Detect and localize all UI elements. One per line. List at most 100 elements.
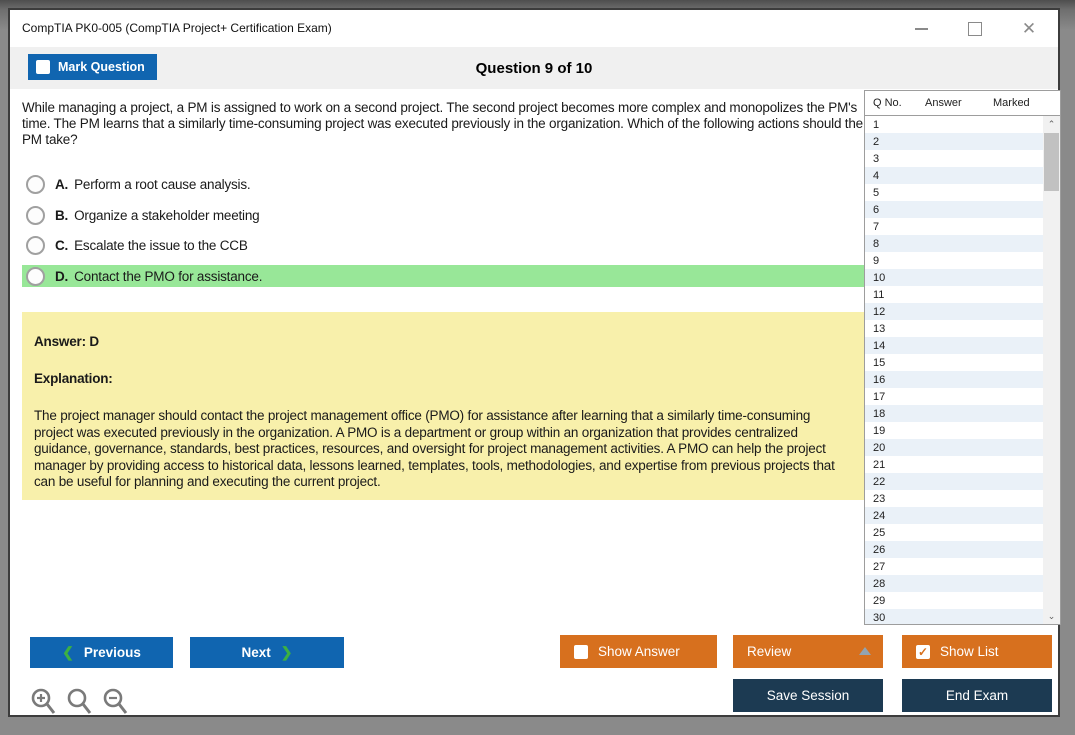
question-list-row[interactable]: 24 [865,507,1060,524]
question-list-row[interactable]: 29 [865,592,1060,609]
question-list-row[interactable]: 27 [865,558,1060,575]
zoom-in-icon[interactable] [30,688,56,716]
radio-button-a[interactable] [26,174,45,194]
radio-button-d[interactable] [26,266,45,286]
mark-question-button[interactable]: Mark Question [28,54,157,80]
question-number: 24 [873,509,886,522]
maximize-icon [968,21,982,36]
question-list-row[interactable]: 19 [865,422,1060,439]
show-list-button[interactable]: ✓ Show List [902,635,1052,668]
question-list-scrollbar[interactable]: ⌃ ⌄ [1043,116,1060,624]
mark-question-checkbox[interactable] [36,60,50,74]
minimize-button[interactable] [906,16,936,42]
question-list-row[interactable]: 1 [865,116,1060,133]
chevron-left-icon: ❮ [62,644,74,660]
question-number: 15 [873,356,886,369]
maximize-button[interactable] [960,16,990,42]
option-c[interactable]: C. Escalate the issue to the CCB [22,234,864,256]
question-list-row[interactable]: 23 [865,490,1060,507]
option-text: Contact the PMO for assistance. [74,268,263,284]
question-list-row[interactable]: 26 [865,541,1060,558]
scroll-down-icon[interactable]: ⌄ [1047,610,1056,621]
zoom-out-icon[interactable] [102,688,128,716]
question-counter: Question 9 of 10 [475,59,593,77]
show-answer-label: Show Answer [598,644,680,659]
question-rows: 1 2 3 4 5 6 7 8 9 10 11 12 13 14 15 16 17 18 19 20 21 22 23 24 2… [865,116,1060,624]
question-list-row[interactable]: 2 [865,133,1060,150]
header-bar: Question 9 of 10 Mark Question [10,47,1058,89]
question-number: 9 [873,254,880,267]
show-answer-checkbox[interactable] [574,644,588,659]
window-title: CompTIA PK0-005 (CompTIA Project+ Certif… [22,21,332,35]
question-number: 5 [873,186,880,199]
question-list-row[interactable]: 11 [865,286,1060,303]
question-number: 6 [873,203,880,216]
column-qno: Q No. [873,97,902,109]
option-a[interactable]: A. Perform a root cause analysis. [22,173,864,195]
option-text: Perform a root cause analysis. [74,176,251,192]
question-number: 22 [873,475,886,488]
option-b[interactable]: B. Organize a stakeholder meeting [22,204,864,226]
radio-button-b[interactable] [26,205,45,225]
question-list-row[interactable]: 3 [865,150,1060,167]
question-list-row[interactable]: 30 [865,609,1060,624]
next-button[interactable]: Next ❯ [190,637,344,668]
question-list-row[interactable]: 22 [865,473,1060,490]
option-text: Escalate the issue to the CCB [74,237,248,253]
question-number: 20 [873,441,886,454]
question-list-row[interactable]: 6 [865,201,1060,218]
question-list-row[interactable]: 4 [865,167,1060,184]
question-list-row[interactable]: 16 [865,371,1060,388]
window-controls: ✕ [906,10,1044,47]
question-list-row[interactable]: 9 [865,252,1060,269]
question-list-row[interactable]: 21 [865,456,1060,473]
question-list-row[interactable]: 20 [865,439,1060,456]
question-list-panel: Q No. Answer Marked 1 2 3 4 5 6 7 8 9 10 11 12 13 14 1… [864,90,1061,625]
question-list-row[interactable]: 5 [865,184,1060,201]
question-list-row[interactable]: 10 [865,269,1060,286]
save-session-button[interactable]: Save Session [733,679,883,712]
question-list-row[interactable]: 13 [865,320,1060,337]
question-number: 26 [873,543,886,556]
question-list-row[interactable]: 15 [865,354,1060,371]
option-text: Organize a stakeholder meeting [74,207,260,223]
question-list-row[interactable]: 12 [865,303,1060,320]
question-list-row[interactable]: 7 [865,218,1060,235]
scrollbar-thumb[interactable] [1044,133,1059,191]
scroll-up-icon[interactable]: ⌃ [1047,118,1056,129]
question-number: 18 [873,407,886,420]
question-number: 28 [873,577,886,590]
question-list-row[interactable]: 25 [865,524,1060,541]
question-list-row[interactable]: 8 [865,235,1060,252]
next-label: Next [241,645,271,660]
column-answer: Answer [925,97,962,109]
question-list-body: 1 2 3 4 5 6 7 8 9 10 11 12 13 14 15 16 17 18 19 20 21 22 23 24 2… [865,116,1060,624]
question-number: 23 [873,492,886,505]
question-list-row[interactable]: 14 [865,337,1060,354]
question-number: 2 [873,135,880,148]
question-number: 12 [873,305,886,318]
mark-question-label: Mark Question [58,60,145,74]
show-list-checkbox[interactable]: ✓ [916,644,930,659]
review-dropdown-button[interactable]: Review [733,635,883,668]
previous-button[interactable]: ❮ Previous [30,637,173,668]
option-d-correct[interactable]: D. Contact the PMO for assistance. [22,265,864,287]
close-button[interactable]: ✕ [1014,16,1044,42]
end-exam-button[interactable]: End Exam [902,679,1052,712]
question-text: While managing a project, a PM is assign… [22,100,863,147]
review-label: Review [747,644,792,659]
minimize-icon [914,27,928,30]
question-number: 3 [873,152,880,165]
explanation-text: The project manager should contact the p… [34,408,835,489]
question-list-row[interactable]: 28 [865,575,1060,592]
question-number: 13 [873,322,886,335]
question-number: 21 [873,458,886,471]
zoom-reset-icon[interactable] [66,688,92,716]
previous-label: Previous [83,645,141,660]
question-list-header: Q No. Answer Marked [865,91,1060,116]
radio-button-c[interactable] [26,235,45,255]
question-list-row[interactable]: 18 [865,405,1060,422]
show-answer-button[interactable]: Show Answer [560,635,717,668]
question-list-row[interactable]: 17 [865,388,1060,405]
